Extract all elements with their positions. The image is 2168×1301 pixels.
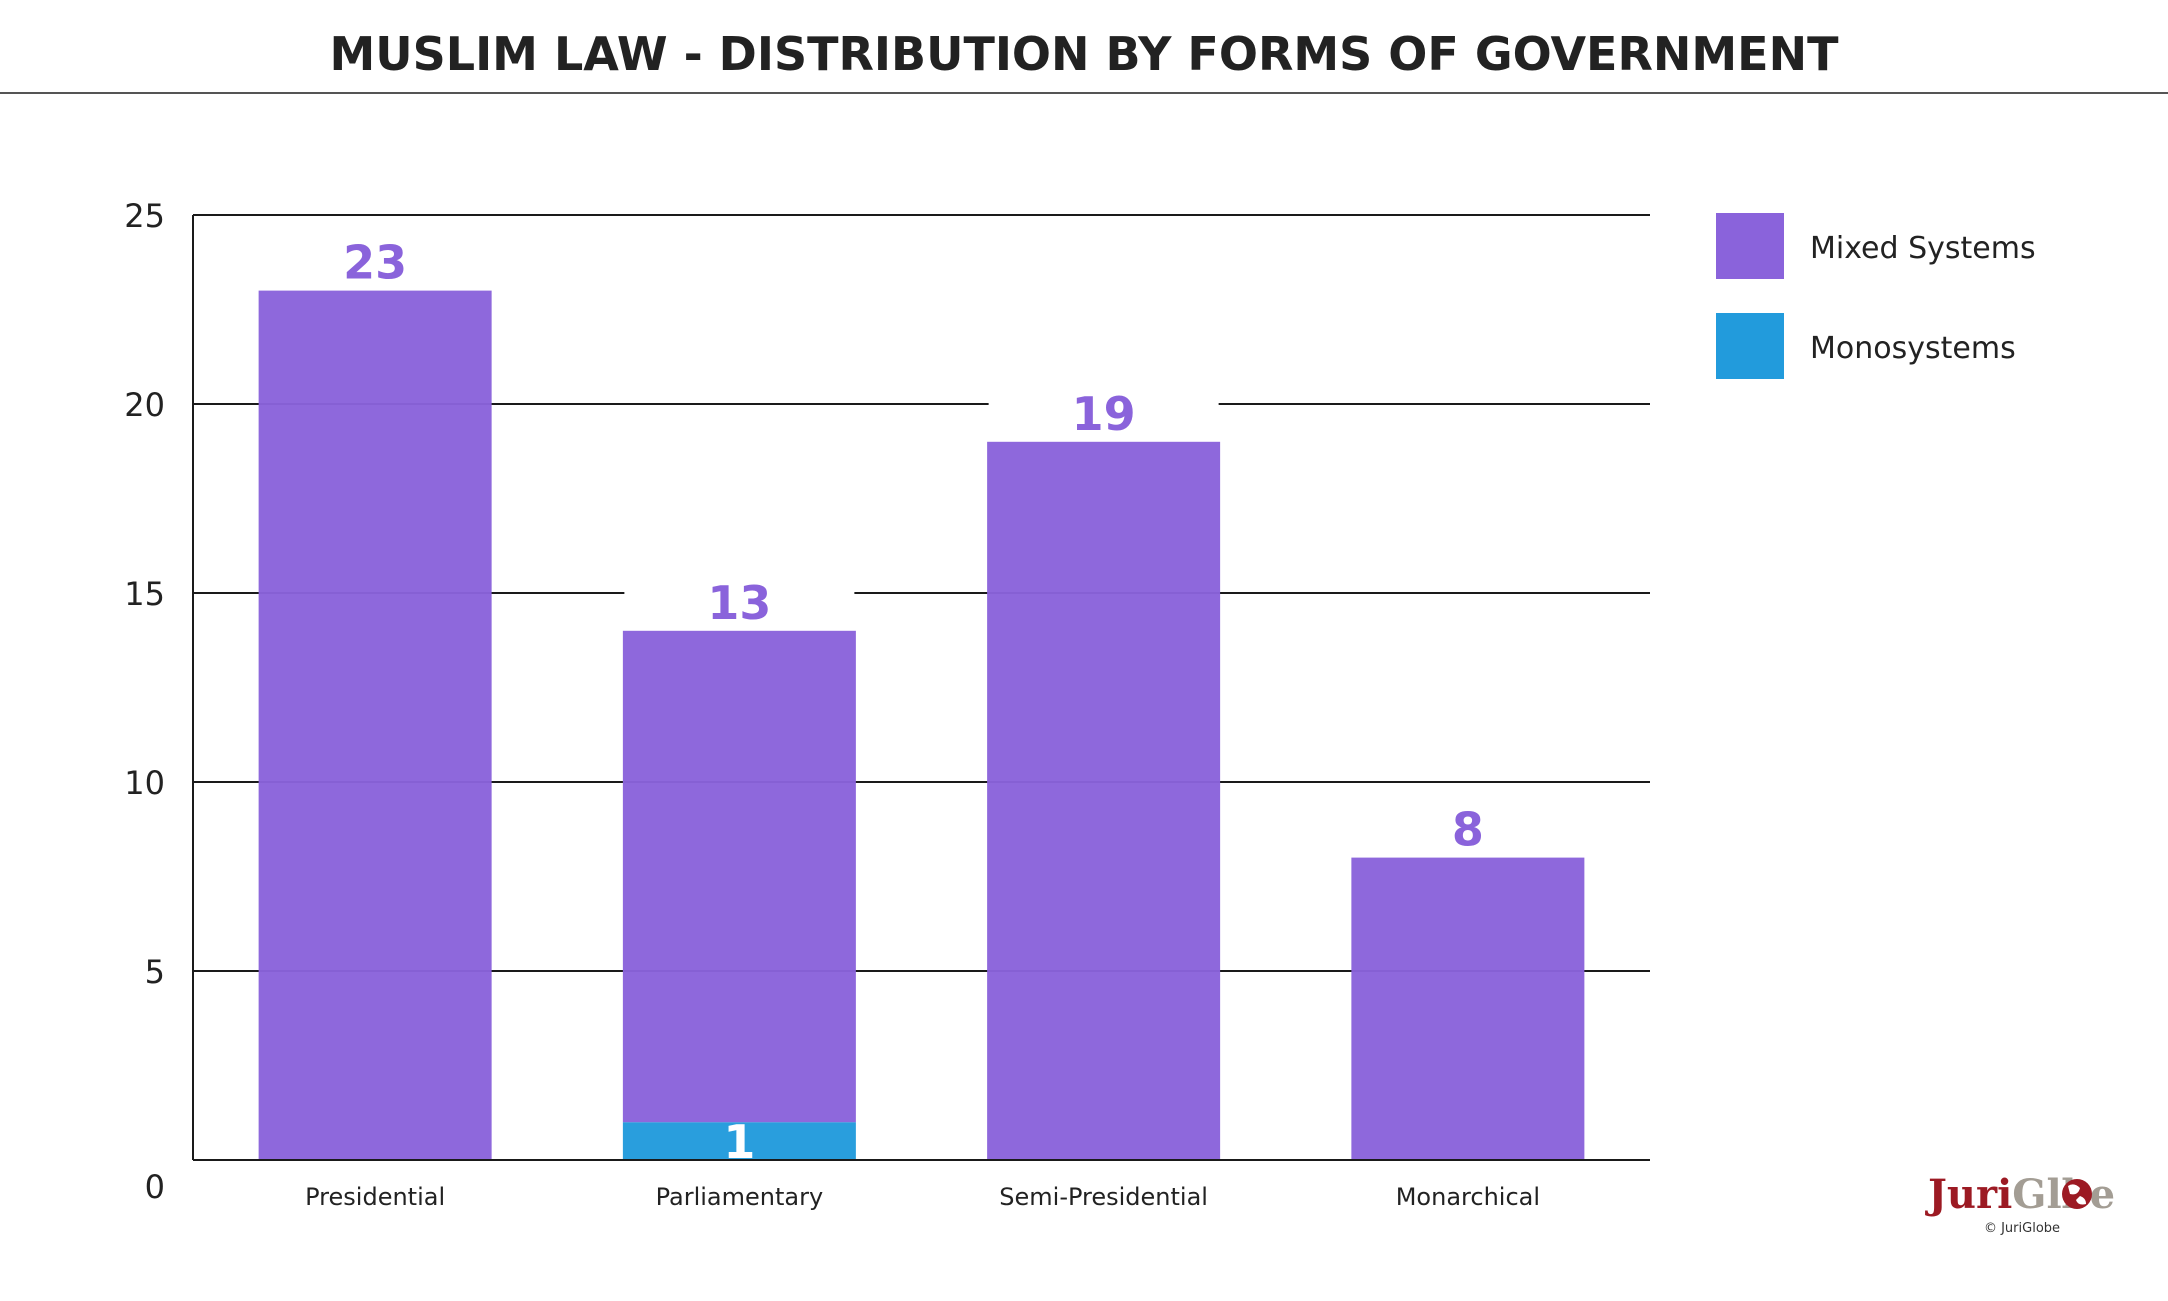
y-tick-label-15: 15	[124, 575, 165, 613]
value-label-bg-semi-presidential	[988, 375, 1219, 438]
copyright-text: © JuriGlobe	[1984, 1221, 2060, 1236]
y-tick-label-10: 10	[124, 764, 165, 802]
brand-logo-text: JuriGlbe	[1925, 1171, 2115, 1218]
x-tick-label-parliamentary: Parliamentary	[656, 1183, 824, 1211]
x-tick-label-semi-presidential: Semi-Presidential	[999, 1183, 1208, 1211]
bars	[258, 290, 1585, 1161]
value-label-parliamentary-monosystems: 1	[723, 1115, 755, 1169]
globe-icon-land	[2068, 1184, 2086, 1205]
y-tick-label-25: 25	[124, 197, 165, 235]
brand-logo: JuriGlbe © JuriGlobe	[1925, 1171, 2115, 1236]
y-tick-label-5: 5	[145, 953, 165, 991]
bar-parliamentary-monosystems	[622, 1122, 856, 1160]
brand-logo-juri: Juri	[1925, 1171, 2012, 1218]
value-label-bg-parliamentary	[624, 564, 855, 627]
value-label-bg-monarchical	[1352, 791, 1583, 854]
value-label-monarchical-mixed-systems: 8	[1452, 803, 1484, 857]
chart-title: MUSLIM LAW - DISTRIBUTION BY FORMS OF GO…	[330, 27, 1840, 81]
globe-icon	[2062, 1179, 2092, 1209]
y-tick-label-0: 0	[145, 1168, 165, 1206]
legend-swatch-mixed-systems	[1716, 213, 1784, 279]
globe-icon-disc	[2062, 1179, 2092, 1209]
axes: 0 5 10 15 20 25 Presidential Parliamentary Semi-…	[124, 197, 1650, 1211]
value-label-semi-presidential-mixed-systems: 19	[1072, 387, 1136, 441]
value-label-presidential-mixed-systems: 23	[343, 236, 407, 290]
bar-parliamentary-mixed-systems	[622, 630, 856, 1123]
gridlines	[193, 214, 1650, 972]
legend-swatch-monosystems	[1716, 313, 1784, 379]
brand-logo-gl: Gl	[2012, 1171, 2061, 1218]
legend-label-mixed-systems: Mixed Systems	[1810, 231, 2036, 266]
value-label-bg-presidential	[260, 224, 491, 287]
labels: 23 1 13 19 8	[343, 236, 1484, 1169]
x-tick-label-monarchical: Monarchical	[1396, 1183, 1540, 1211]
bar-monarchical-mixed-systems	[1351, 857, 1585, 1160]
legend: Mixed Systems Monosystems	[1716, 213, 2036, 379]
y-tick-label-20: 20	[124, 386, 165, 424]
bar-semi-presidential-mixed-systems	[987, 441, 1221, 1160]
value-label-parliamentary-mixed-systems: 13	[707, 576, 771, 630]
bar-presidential-mixed-systems	[258, 290, 492, 1161]
x-tick-label-presidential: Presidential	[305, 1183, 445, 1211]
legend-label-monosystems: Monosystems	[1810, 331, 2016, 366]
